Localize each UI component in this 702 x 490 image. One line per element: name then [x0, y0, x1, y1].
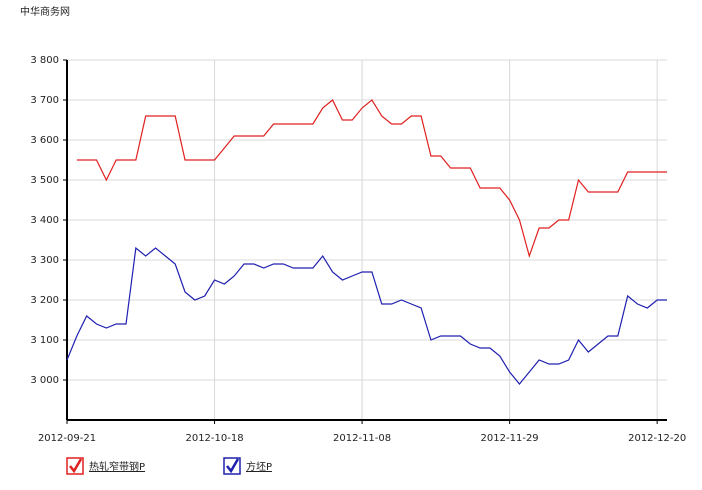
y-tick-label: 3 200 [30, 295, 59, 306]
x-tick-label: 2012-11-08 [333, 433, 391, 444]
legend-check [226, 458, 240, 474]
legend-item[interactable]: 热轧窄带钢P [66, 457, 145, 475]
x-tick-label: 2012-11-29 [481, 433, 539, 444]
series-line [66, 246, 667, 385]
y-tick-label: 3 100 [30, 335, 59, 346]
x-tick-label: 2012-09-21 [38, 433, 96, 444]
y-tick-label: 3 500 [30, 175, 59, 186]
y-tick-label: 3 800 [30, 55, 59, 66]
x-tick-label: 2012-12-20 [628, 433, 686, 444]
y-tick-label: 3 300 [30, 255, 59, 266]
legend-item[interactable]: 方坯P [223, 457, 272, 475]
series-line [76, 99, 667, 259]
y-tick-label: 3 000 [30, 375, 59, 386]
watermark: 中华商务网 [20, 5, 70, 18]
legend-label[interactable]: 方坯P [246, 460, 272, 473]
y-tick-label: 3 400 [30, 215, 59, 226]
legend-label[interactable]: 热轧窄带钢P [89, 460, 145, 473]
x-tick-label: 2012-10-18 [185, 433, 243, 444]
y-tick-label: 3 700 [30, 95, 59, 106]
y-tick-label: 3 600 [30, 135, 59, 146]
legend-check [69, 458, 83, 474]
